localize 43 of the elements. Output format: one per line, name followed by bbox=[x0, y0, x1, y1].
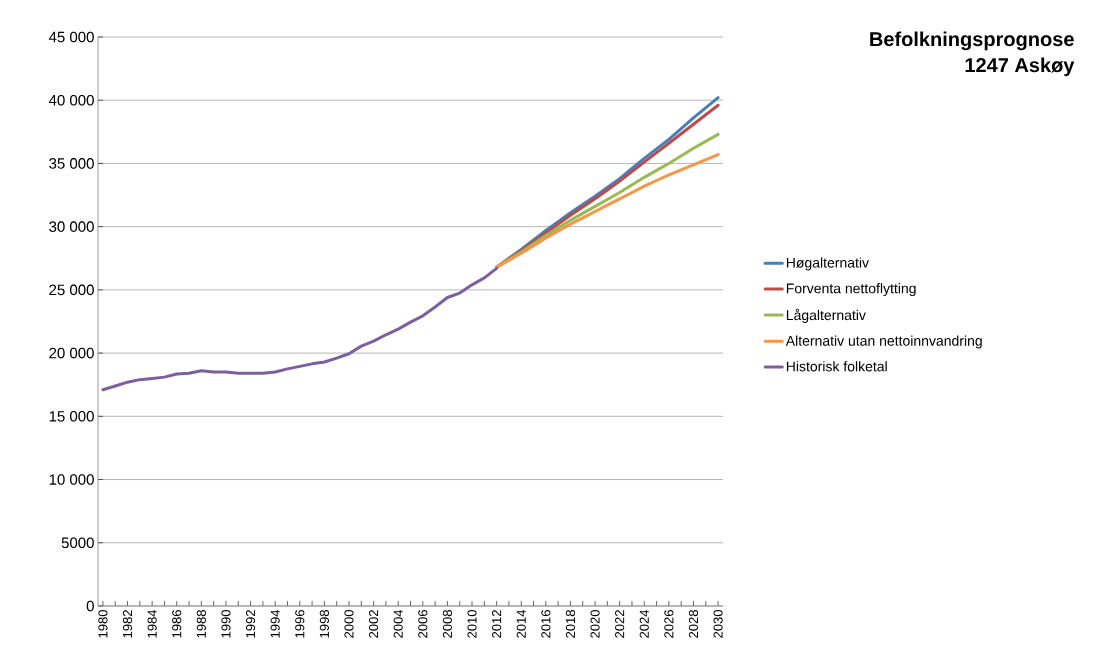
text: 1247 Askøy bbox=[965, 57, 1075, 77]
x-tick-label: 1988 bbox=[196, 610, 206, 638]
y-tick-label: 25 000 bbox=[49, 284, 94, 296]
legend-label: Lågalternativ bbox=[786, 308, 866, 323]
text: Befolkningsprognose bbox=[870, 31, 1074, 51]
x-tick-label: 2018 bbox=[565, 610, 576, 638]
y-tick-label: 30 000 bbox=[49, 221, 94, 232]
x-tick-label: 2012 bbox=[492, 610, 502, 638]
x-tick-label: 1992 bbox=[245, 610, 256, 638]
x-tick-label: 2024 bbox=[639, 609, 649, 638]
y-tick-label: 20 000 bbox=[49, 347, 94, 359]
x-tick-label: 1996 bbox=[295, 610, 305, 638]
y-tick-label: 5000 bbox=[61, 537, 94, 549]
x-tick-label: 2022 bbox=[615, 610, 625, 638]
x-tick-label: 2010 bbox=[467, 610, 477, 638]
x-tick-label: 2004 bbox=[393, 609, 403, 638]
x-tick-label: 2016 bbox=[541, 610, 551, 638]
legend-label: Alternativ utan nettoinnvandring bbox=[785, 335, 982, 349]
x-tick-label: 1982 bbox=[122, 610, 133, 638]
x-tick-label: 1990 bbox=[221, 610, 231, 638]
y-tick-label: 40 000 bbox=[48, 94, 94, 106]
x-tick-label: 2014 bbox=[516, 609, 526, 638]
x-tick-label: 1994 bbox=[270, 609, 280, 638]
x-tick-label: 2008 bbox=[442, 610, 453, 638]
x-tick-label: 2002 bbox=[368, 610, 379, 638]
x-tick-label: 1986 bbox=[172, 610, 182, 638]
y-tick-label: 0 bbox=[86, 600, 94, 612]
x-tick-label: 1980 bbox=[98, 610, 108, 638]
x-tick-label: 2026 bbox=[664, 610, 674, 638]
y-tick-label: 45 000 bbox=[48, 31, 94, 43]
y-tick-label: 15 000 bbox=[49, 411, 94, 422]
y-tick-label: 35 000 bbox=[49, 158, 94, 169]
x-tick-label: 1998 bbox=[319, 610, 329, 638]
x-tick-label: 2000 bbox=[344, 610, 354, 638]
legend-label: Høgalternativ bbox=[786, 257, 869, 271]
legend-label: Forventa nettoflytting bbox=[786, 283, 916, 297]
y-tick-label: 10 000 bbox=[49, 474, 94, 485]
x-tick-label: 2028 bbox=[688, 610, 699, 638]
x-tick-label: 2020 bbox=[590, 610, 600, 638]
x-tick-label: 2030 bbox=[713, 610, 723, 638]
x-tick-label: 1984 bbox=[147, 609, 157, 638]
x-tick-label: 2006 bbox=[418, 610, 428, 638]
legend-label: Historisk folketal bbox=[786, 361, 887, 372]
